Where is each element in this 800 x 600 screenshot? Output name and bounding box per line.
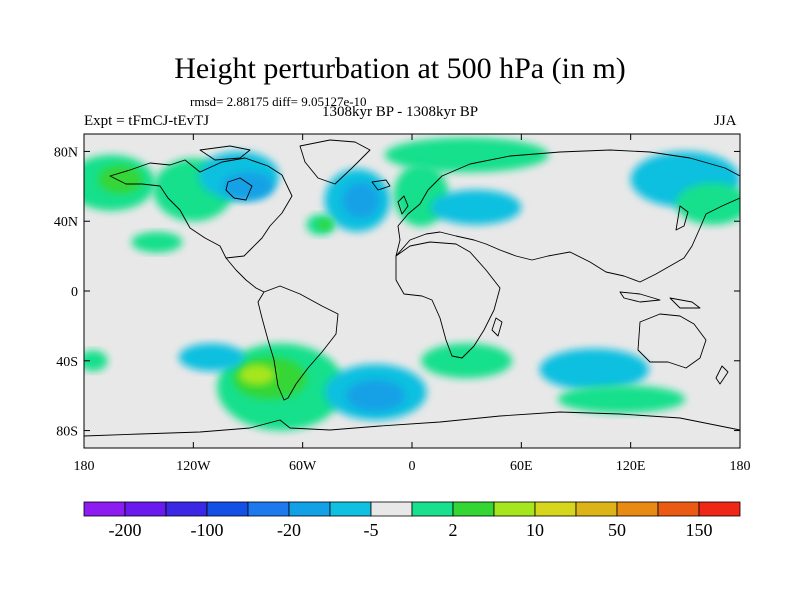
colorbar-label-4: 2 [449,520,458,540]
coast-greenland [299,139,371,185]
coast-new-guinea [669,297,701,309]
coast-japan [675,205,689,231]
x-tick-label-2: 60W [289,459,317,474]
colorbar-swatch-3 [206,501,249,517]
colorbar-swatch-1 [124,501,167,517]
anomaly-region-24 [84,350,108,372]
anomaly-region-8 [317,219,332,230]
anomaly-region-18 [178,343,245,372]
anomaly-region-21 [421,343,513,379]
coast-antarctica [84,411,740,437]
anomaly-region-20 [346,379,405,412]
season-label: JJA [714,113,737,129]
x-tick-label-6: 180 [730,459,751,474]
y-tick-label-0: 80N [54,145,78,160]
coast-indonesia [619,291,661,303]
colorbar: -200 -100 -20 -5 2 10 50 150 [83,501,741,540]
axis-ticks: 180 120W 60W 0 60E 120E 180 80N 40N 0 40S 80S [54,134,751,474]
coast-north-america [109,157,293,259]
colorbar-swatch-14 [657,501,700,517]
coast-new-zealand [715,365,729,385]
coast-uk [397,195,409,215]
colorbar-swatch-15 [698,501,741,517]
x-tick-label-3: 0 [409,459,416,474]
colorbar-label-1: -100 [191,520,224,540]
y-tick-label-2: 0 [71,285,78,300]
colorbar-label-6: 50 [608,520,626,540]
anomaly-region-6 [342,182,380,218]
colorbar-label-2: -20 [277,520,301,540]
colorbar-label-0: -200 [109,520,142,540]
colorbar-swatch-9 [452,501,495,517]
colorbar-swatch-11 [534,501,577,517]
anomaly-region-13 [676,182,740,225]
x-tick-label-4: 60E [510,459,533,474]
colorbar-swatch-0 [83,501,126,517]
coast-eurasia [395,149,740,283]
colorbar-swatch-8 [411,501,454,517]
x-tick-label-1: 120W [176,459,211,474]
colorbar-swatch-12 [575,501,618,517]
coast-madagascar [491,317,503,337]
y-tick-label-1: 40N [54,215,78,230]
coast-central-america [225,257,265,293]
colorbar-swatch-5 [288,501,331,517]
anomaly-region-9 [384,137,549,173]
coast-south-america [257,285,339,401]
colorbar-label-5: 10 [526,520,544,540]
colorbar-swatch-2 [165,501,208,517]
chart-title: Height perturbation at 500 hPa (in m) [174,52,626,85]
period-annotation: 1308kyr BP - 1308kyr BP [322,104,479,120]
colorbar-swatch-7 [370,501,413,517]
y-tick-label-4: 80S [56,425,78,440]
stats-annotation: rmsd= 2.88175 diff= 9.05127e-10 [190,94,367,109]
anomaly-region-17 [238,364,276,386]
colorbar-swatch-6 [329,501,372,517]
coast-australia [637,313,707,369]
anomaly-region-23 [557,385,686,414]
coast-hudson-bay [225,177,253,201]
colorbar-swatch-10 [493,501,536,517]
coastlines [84,139,740,437]
x-tick-label-5: 120E [616,459,646,474]
coast-africa [395,241,501,359]
y-tick-label-3: 40S [56,355,78,370]
colorbar-label-3: -5 [364,520,379,540]
experiment-label: Expt = tFmCJ-tEvTJ [84,113,210,129]
colorbar-label-7: 150 [686,520,713,540]
colorbar-swatch-4 [247,501,290,517]
coast-iceland [371,179,391,191]
anomaly-region-14 [131,231,183,253]
coast-arctic-archipelago [199,145,251,161]
anomaly-region-1 [98,165,143,194]
anomaly-region-22 [539,348,649,391]
anomaly-region-11 [430,189,522,225]
colorbar-swatch-13 [616,501,659,517]
anomaly-field [84,137,740,431]
x-tick-label-0: 180 [74,459,95,474]
